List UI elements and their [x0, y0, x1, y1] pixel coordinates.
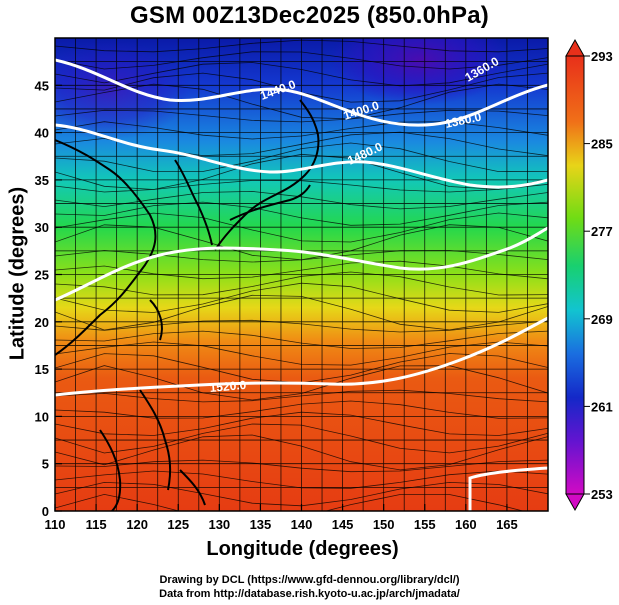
y-tick-label: 45	[35, 78, 49, 93]
colorbar: 293 285 277 269 261 253	[565, 38, 613, 512]
cold-region-west	[55, 40, 190, 140]
y-tick-label: 10	[35, 409, 49, 424]
streamline	[55, 51, 548, 70]
streamline	[55, 470, 548, 489]
y-axis-ticks: 0 5 10 15 20 25 30 35 40 45	[35, 78, 62, 519]
y-tick-label: 0	[42, 504, 49, 519]
streamline	[55, 180, 548, 193]
streamline	[55, 153, 548, 190]
x-tick-label: 110	[45, 517, 66, 532]
streamline	[55, 190, 548, 210]
colorbar-label: 253	[591, 487, 613, 502]
colorbar-label: 285	[591, 137, 613, 152]
colorbar-top-arrow	[565, 38, 585, 57]
x-tick-label: 160	[455, 517, 477, 532]
colorbar-label: 293	[591, 49, 613, 64]
colorbar-label: 277	[591, 224, 613, 239]
streamline	[55, 212, 548, 243]
y-tick-label: 35	[35, 173, 49, 188]
streamline	[55, 319, 548, 333]
x-tick-label: 150	[373, 517, 395, 532]
x-tick-label: 140	[291, 517, 313, 532]
coastlines	[55, 99, 320, 511]
y-tick-label: 20	[35, 315, 49, 330]
x-axis-title: Longitude (degrees)	[206, 538, 399, 560]
cold-core-region	[330, 38, 510, 105]
colorbar-label: 261	[591, 399, 613, 414]
streamline	[55, 389, 548, 403]
chart-title: GSM 00Z13Dec2025 (850.0hPa)	[130, 2, 489, 29]
height-contours	[55, 58, 548, 511]
grid-lines	[55, 38, 548, 511]
streamline	[55, 294, 548, 331]
streamline	[55, 250, 548, 263]
streamline	[55, 411, 548, 436]
plot-area	[55, 38, 548, 511]
streamline	[55, 83, 548, 120]
streamline	[55, 39, 548, 53]
y-tick-label: 5	[42, 457, 49, 472]
streamline	[55, 365, 548, 401]
y-tick-label: 30	[35, 220, 49, 235]
streamline	[55, 109, 548, 123]
credit-line-2: Data from http://database.rish.kyoto-u.a…	[159, 588, 460, 600]
x-tick-label: 155	[414, 517, 436, 532]
x-tick-label: 135	[250, 517, 272, 532]
x-tick-label: 120	[126, 517, 148, 532]
streamline	[55, 260, 548, 280]
colorbar-bottom-arrow	[565, 493, 585, 512]
streamline	[55, 271, 548, 296]
colorbar-bar	[565, 55, 585, 495]
streamlines	[55, 39, 548, 511]
credit-line-1: Drawing by DCL (https://www.gfd-dennou.o…	[159, 574, 460, 586]
y-axis-title: Latitude (degrees)	[6, 186, 29, 361]
streamline	[55, 459, 548, 473]
streamline	[55, 121, 548, 140]
x-tick-label: 115	[86, 517, 107, 532]
x-tick-label: 165	[496, 517, 518, 532]
colorbar-label: 269	[591, 312, 613, 327]
contour-label: 1520.0	[209, 378, 247, 395]
x-axis-ticks: 110 115 120 125 130 135 140 145 150 155 160 165	[45, 504, 518, 532]
streamline	[55, 62, 548, 87]
x-tick-label: 145	[332, 517, 354, 532]
streamline	[55, 400, 548, 419]
x-tick-label: 130	[208, 517, 230, 532]
x-tick-label: 125	[167, 517, 189, 532]
streamline	[55, 201, 548, 226]
streamline	[55, 493, 525, 511]
streamline	[55, 423, 548, 454]
y-tick-label: 15	[35, 362, 49, 377]
y-tick-label: 40	[35, 126, 49, 141]
streamline	[55, 330, 548, 349]
streamline	[55, 282, 548, 313]
streamline	[55, 341, 548, 366]
y-tick-label: 25	[35, 268, 49, 283]
streamline	[55, 142, 548, 173]
streamline	[55, 434, 548, 471]
